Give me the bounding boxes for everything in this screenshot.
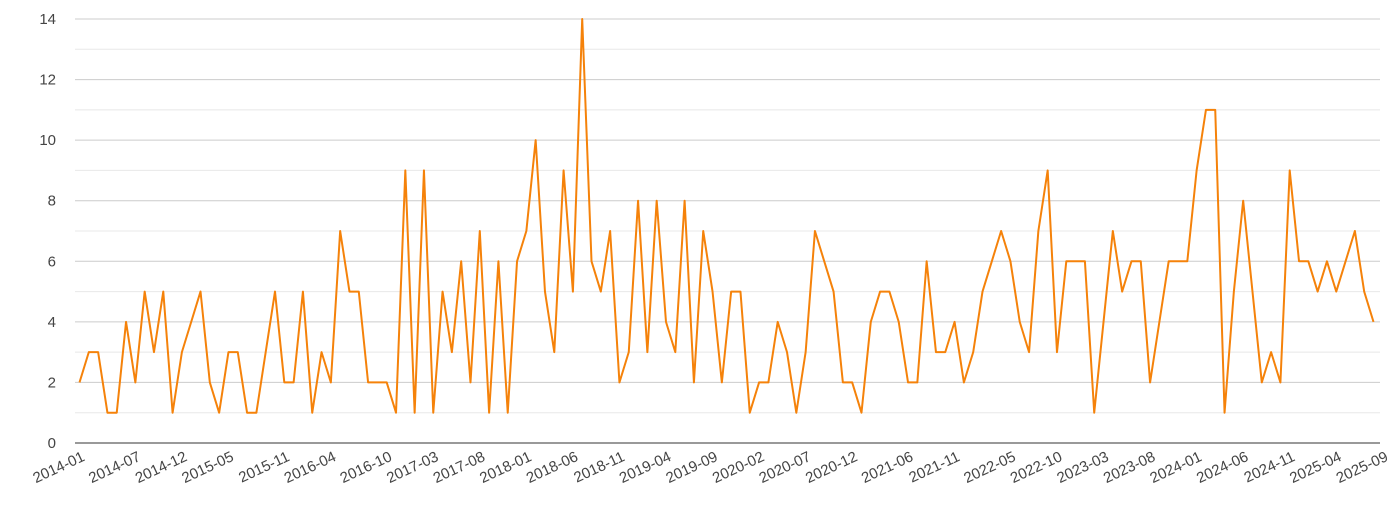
x-tick-label: 2019-09 (663, 448, 720, 487)
y-tick-label: 6 (48, 253, 56, 270)
grid-lines (75, 18, 1380, 414)
x-tick-label: 2021-11 (906, 448, 962, 486)
y-tick-label: 4 (48, 314, 56, 331)
x-tick-label: 2020-07 (756, 448, 813, 487)
x-tick-label: 2018-06 (524, 448, 581, 487)
x-tick-label: 2020-02 (710, 448, 767, 487)
x-tick-label: 2018-01 (477, 448, 534, 487)
x-tick-label: 2022-10 (1008, 448, 1065, 487)
y-tick-label: 8 (48, 193, 56, 210)
x-tick-label: 2014-12 (133, 448, 190, 487)
x-tick-label: 2014-01 (30, 448, 87, 487)
y-tick-label: 10 (39, 132, 56, 149)
x-tick-label: 2022-05 (961, 448, 1018, 487)
x-tick-label: 2016-04 (282, 448, 339, 487)
y-tick-label: 2 (48, 374, 56, 391)
x-tick-label: 2015-05 (179, 448, 236, 487)
x-tick-label: 2016-10 (338, 448, 395, 487)
x-tick-label: 2023-08 (1101, 448, 1158, 487)
x-tick-label: 2014-07 (86, 448, 143, 487)
y-tick-label: 12 (39, 72, 56, 89)
x-tick-label: 2017-08 (431, 448, 488, 487)
x-tick-label: 2025-09 (1334, 448, 1390, 487)
y-axis-ticks: 0 2 4 6 8 10 12 14 (39, 11, 56, 452)
x-tick-label: 2024-06 (1194, 448, 1251, 487)
y-tick-label: 14 (39, 11, 56, 28)
x-tick-label: 2025-04 (1287, 448, 1344, 487)
x-tick-label: 2021-06 (859, 448, 916, 487)
x-tick-label: 2024-01 (1147, 448, 1204, 487)
x-tick-label: 2017-03 (384, 448, 441, 487)
y-tick-label: 0 (48, 435, 56, 452)
x-tick-label: 2018-11 (571, 448, 627, 486)
series-line (78, 18, 1375, 414)
x-tick-label: 2024-11 (1242, 448, 1298, 486)
x-tick-label: 2015-11 (236, 448, 292, 486)
x-tick-label: 2023-03 (1054, 448, 1111, 487)
x-tick-label: 2019-04 (617, 448, 674, 487)
x-tick-label: 2020-12 (803, 448, 860, 487)
